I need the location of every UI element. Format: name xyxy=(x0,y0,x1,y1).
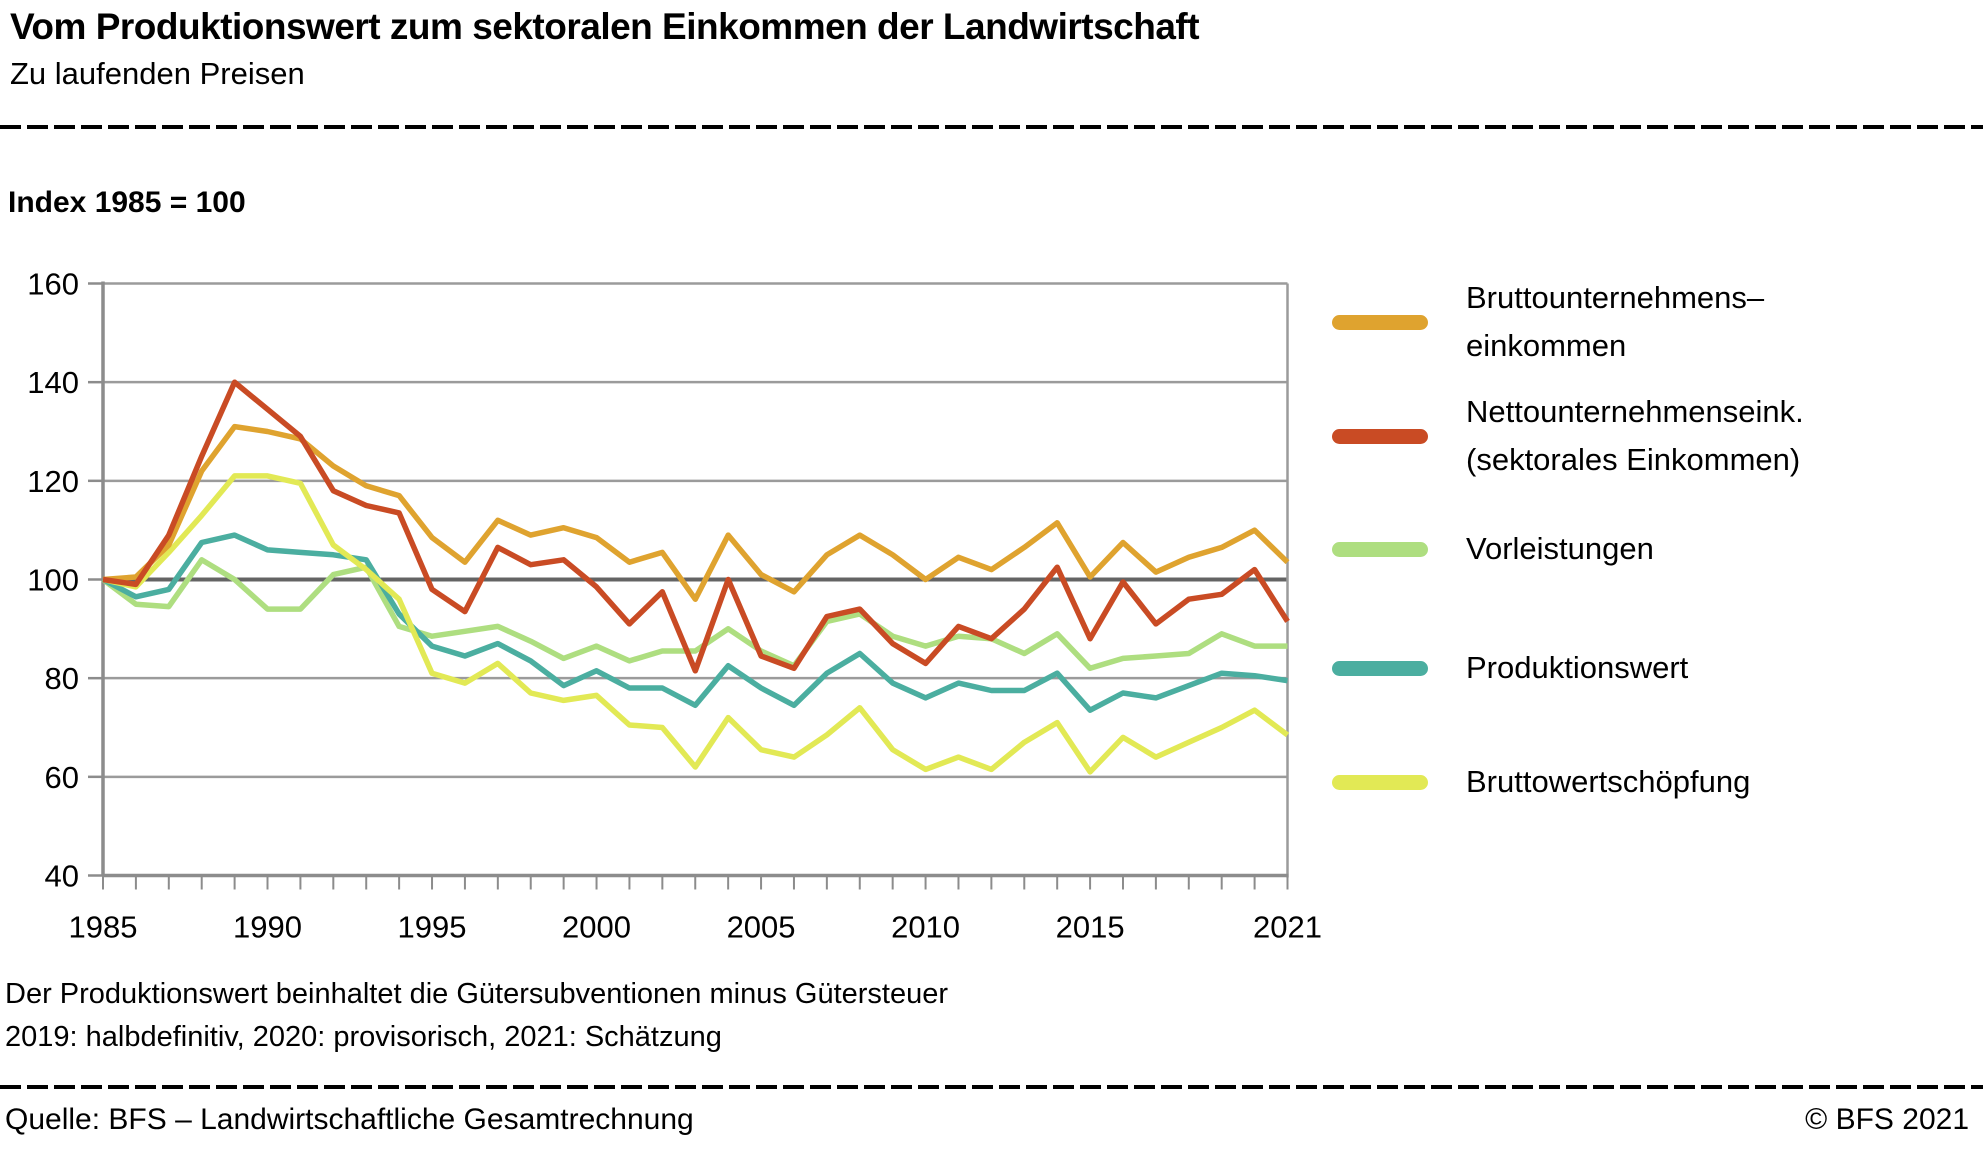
x-axis-tick-label: 1985 xyxy=(69,910,138,945)
legend-item: Vorleistungen xyxy=(1332,525,1654,573)
legend-item: Produktionswert xyxy=(1332,644,1688,692)
y-axis-tick-label: 80 xyxy=(45,661,79,696)
y-axis-tick-label: 40 xyxy=(45,859,79,894)
legend-item: Bruttounternehmens– einkommen xyxy=(1332,274,1764,370)
legend-label: Bruttowertschöpfung xyxy=(1466,764,1751,799)
x-axis-tick-label: 2021 xyxy=(1253,910,1322,945)
bottom-divider xyxy=(0,1085,1983,1089)
footnote-production-value: Der Produktionswert beinhaltet die Güter… xyxy=(5,978,949,1010)
legend-label: Bruttounternehmens– einkommen xyxy=(1466,280,1765,363)
legend-swatch-produktionswert xyxy=(1332,660,1428,676)
x-axis-tick-label: 1990 xyxy=(233,910,302,945)
legend-label: Produktionswert xyxy=(1466,650,1689,685)
page-title: Vom Produktionswert zum sektoralen Einko… xyxy=(10,6,1200,47)
legend-item: Bruttowertschöpfung xyxy=(1332,758,1750,806)
x-axis-tick-label: 2000 xyxy=(562,910,631,945)
x-axis-tick-label: 2015 xyxy=(1056,910,1125,945)
page-subtitle: Zu laufenden Preisen xyxy=(10,56,305,91)
series-line-nettounternehmenseink xyxy=(102,379,1290,674)
legend-swatch-nettounternehmenseink xyxy=(1332,428,1428,444)
copyright-note: © BFS 2021 xyxy=(1805,1103,1969,1136)
series-line-bruttowertschoepfung xyxy=(102,473,1290,775)
top-divider xyxy=(0,125,1983,129)
y-axis-tick-label: 160 xyxy=(27,267,79,302)
source-note: Quelle: BFS – Landwirtschaftliche Gesamt… xyxy=(5,1103,694,1136)
y-axis-tick-label: 140 xyxy=(27,365,79,400)
footnote-data-status: 2019: halbdefinitiv, 2020: provisorisch,… xyxy=(5,1021,722,1053)
y-axis-tick-label: 120 xyxy=(27,464,79,499)
legend-swatch-vorleistungen xyxy=(1332,541,1428,557)
series-line-bruttounternehmenseinkommen xyxy=(102,423,1290,602)
legend-swatch-bruttounternehmenseinkommen xyxy=(1332,314,1428,330)
y-axis-tick-label: 60 xyxy=(45,760,79,795)
x-axis-tick-label: 1995 xyxy=(398,910,467,945)
series-line-vorleistungen xyxy=(101,557,1288,672)
legend-label: Nettounternehmenseink. (sektorales Einko… xyxy=(1466,394,1804,477)
y-axis-tick-label: 100 xyxy=(27,563,79,598)
x-axis-tick-label: 2010 xyxy=(891,910,960,945)
legend-item: Nettounternehmenseink. (sektorales Einko… xyxy=(1332,388,1804,484)
series-line-produktionswert xyxy=(101,532,1288,713)
legend-swatch-bruttowertschoepfung xyxy=(1332,774,1428,790)
legend-label: Vorleistungen xyxy=(1466,531,1654,566)
index-note: Index 1985 = 100 xyxy=(8,186,246,219)
x-axis-tick-label: 2005 xyxy=(727,910,796,945)
